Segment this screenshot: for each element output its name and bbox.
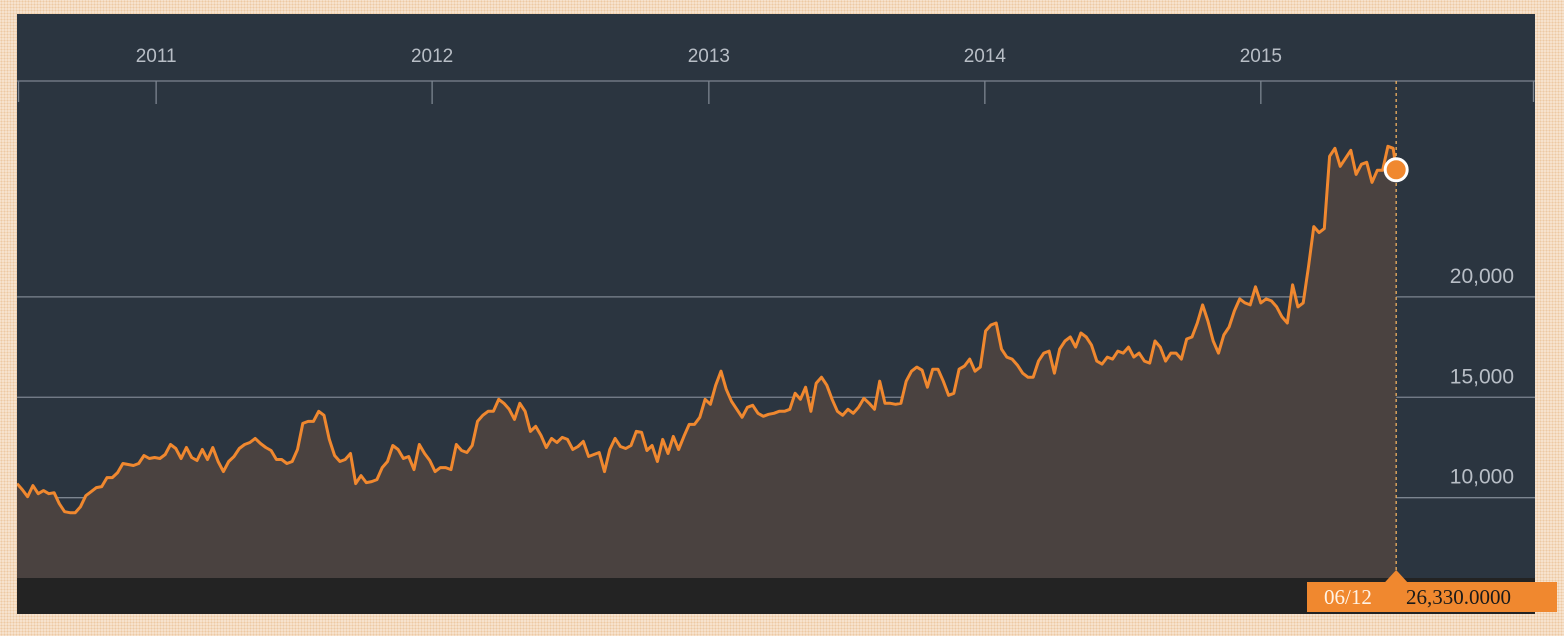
readout-date: 06/12: [1324, 584, 1372, 609]
highlight-marker[interactable]: [1383, 157, 1409, 183]
x-tick-label: 2012: [411, 46, 453, 67]
price-line[interactable]: [17, 144, 1398, 515]
x-tick-label: 2013: [688, 46, 730, 67]
crosshair-readout: 06/12 26,330.0000: [1307, 582, 1557, 612]
y-tick-label: 20,000: [1450, 265, 1514, 288]
area-fill: [17, 146, 1397, 579]
y-tick-label: 15,000: [1450, 365, 1514, 388]
x-tick-label: 2011: [136, 46, 177, 67]
x-tick-label: 2014: [964, 46, 1007, 67]
chart-footer-bar: [17, 578, 1535, 614]
chart-panel[interactable]: 10,000 15,000 20,000 2011 2012 2013 2014 2015: [17, 14, 1535, 614]
x-tick-label: 2015: [1240, 46, 1282, 67]
readout-pointer: [1385, 570, 1408, 582]
price-chart[interactable]: 10,000 15,000 20,000 2011 2012 2013 2014 2015: [17, 14, 1535, 614]
readout-value: 26,330.0000: [1406, 584, 1511, 609]
y-tick-label: 10,000: [1450, 466, 1514, 489]
